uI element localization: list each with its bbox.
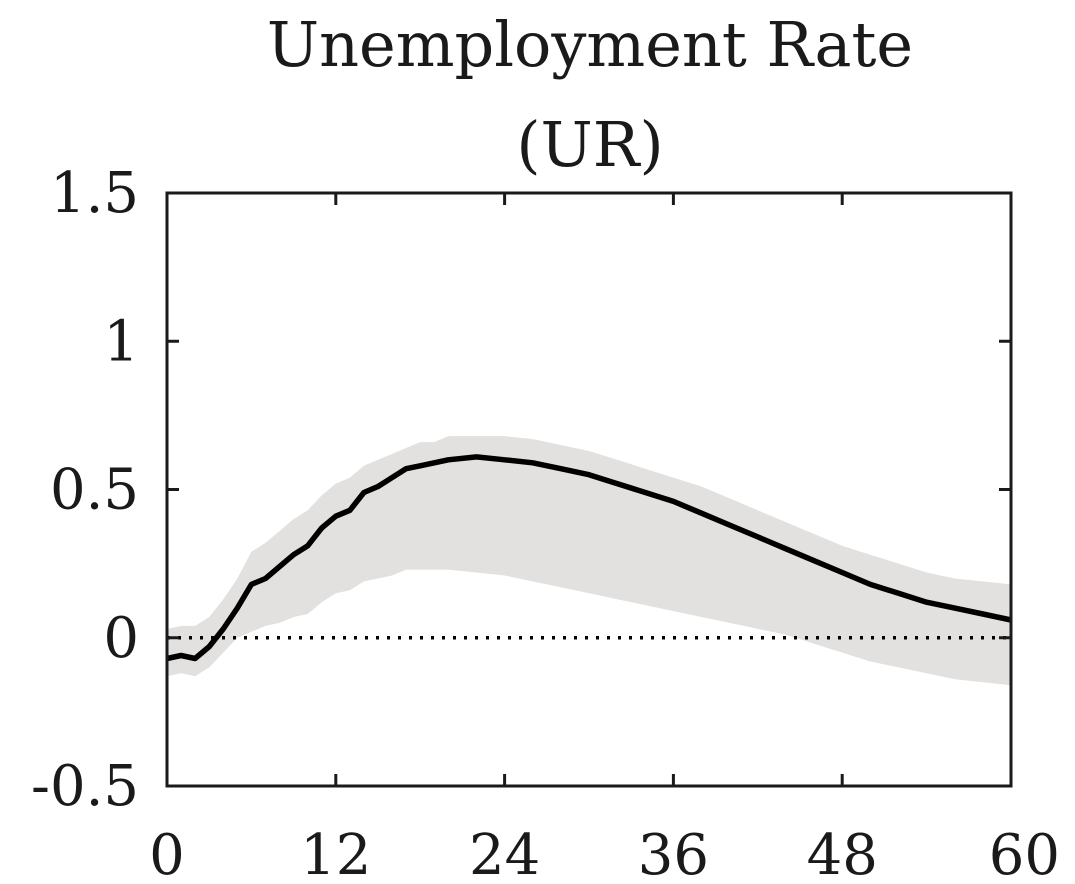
x-tick-label: 48	[807, 823, 878, 884]
response-line	[166, 454, 1012, 662]
axes-frame	[165, 191, 1013, 788]
y-axis-tick-labels: -0.5 0 0.5 1 1.5	[31, 161, 139, 819]
plot-area	[166, 436, 1012, 686]
x-tick-label: 0	[149, 823, 185, 884]
y-tick-label: 1	[103, 309, 139, 374]
confidence-band	[167, 436, 1011, 686]
y-tick-label: 1.5	[50, 161, 139, 226]
y-tick-label: 0.5	[50, 458, 139, 523]
chart-title: Unemployment Rate	[267, 8, 913, 81]
x-axis-tick-labels: 0 12 24 36 48 60	[149, 823, 1060, 884]
y-tick-label: -0.5	[31, 754, 139, 819]
x-tick-label: 60	[989, 823, 1060, 884]
x-tick-label: 12	[300, 823, 371, 884]
x-tick-label: 24	[469, 823, 540, 884]
y-tick-label: 0	[103, 606, 139, 671]
chart-subtitle: (UR)	[516, 108, 663, 181]
x-tick-label: 36	[638, 823, 709, 884]
